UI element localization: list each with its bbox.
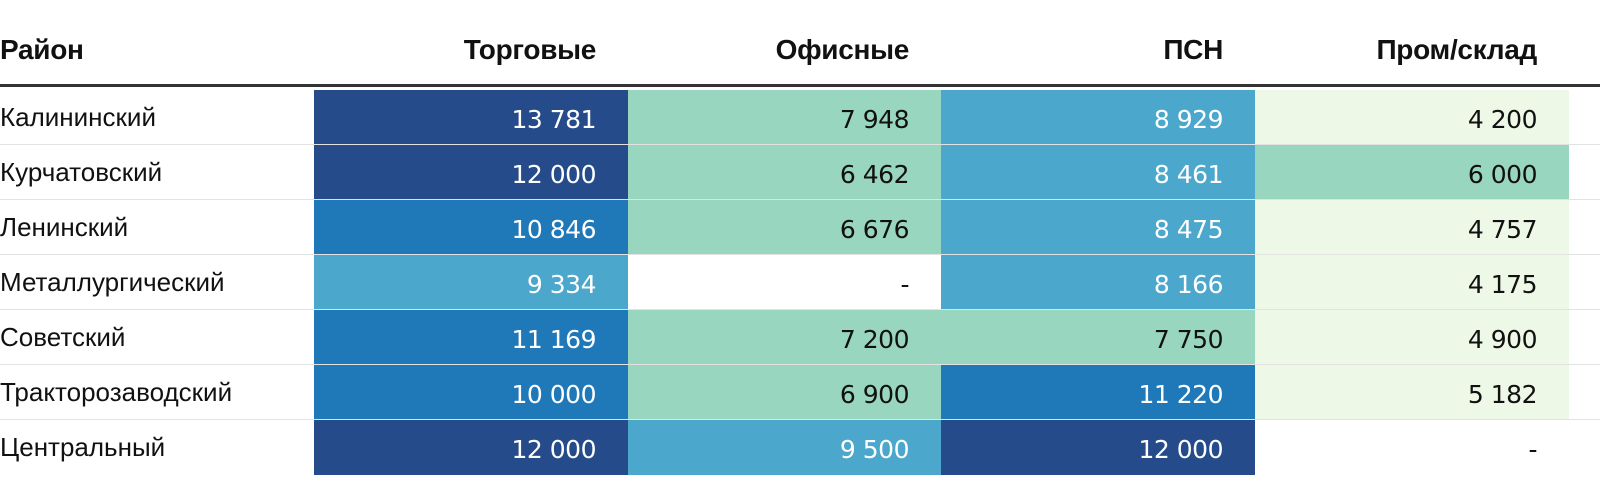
district-name: Советский xyxy=(0,322,126,352)
table-row: Ленинский 10 846 6 676 8 475 4 757 xyxy=(0,200,1600,255)
value-cell: 7 200 xyxy=(628,310,941,365)
value-cell: 12 000 xyxy=(314,145,628,200)
value-cell: 7 948 xyxy=(628,90,941,145)
district-name: Калининский xyxy=(0,102,156,132)
value-cell: 9 500 xyxy=(628,420,941,475)
table-row: Советский 11 169 7 200 7 750 4 900 xyxy=(0,310,1600,365)
row-divider xyxy=(0,364,1600,365)
value-cell: 11 220 xyxy=(941,365,1255,420)
value-cell: - xyxy=(628,255,941,310)
value-cell: 4 900 xyxy=(1255,310,1569,365)
row-divider xyxy=(0,254,1600,255)
value-cell: 6 900 xyxy=(628,365,941,420)
district-name: Тракторозаводский xyxy=(0,377,233,407)
district-name: Металлургический xyxy=(0,267,225,297)
value-cell: 9 334 xyxy=(314,255,628,310)
value-cell: 6 000 xyxy=(1255,145,1569,200)
table-row: Металлургический 9 334-8 166 4 175 xyxy=(0,255,1600,310)
value-cell: 4 175 xyxy=(1255,255,1569,310)
table-row: Курчатовский 12 000 6 462 8 461 6 000 xyxy=(0,145,1600,200)
value-cell: 12 000 xyxy=(941,420,1255,475)
table-header: Район Торговые Офисные ПСН Пром/склад xyxy=(0,0,1600,87)
value-cell: 13 781 xyxy=(314,90,628,145)
district-name: Курчатовский xyxy=(0,157,163,187)
value-cell: 4 757 xyxy=(1255,200,1569,255)
value-cell: 7 750 xyxy=(941,310,1255,365)
district-name: Ленинский xyxy=(0,212,129,242)
value-cell: 6 676 xyxy=(628,200,941,255)
value-cell: - xyxy=(1255,420,1569,475)
column-header-2: Офисные xyxy=(775,34,910,65)
row-divider xyxy=(0,199,1600,200)
district-name: Центральный xyxy=(0,432,166,462)
column-header-district: Район xyxy=(0,34,84,65)
row-divider xyxy=(0,144,1600,145)
value-cell: 8 166 xyxy=(941,255,1255,310)
value-cell: 4 200 xyxy=(1255,90,1569,145)
row-divider xyxy=(0,419,1600,420)
value-cell: 8 475 xyxy=(941,200,1255,255)
column-header-3: ПСН xyxy=(1163,34,1223,65)
value-cell: 5 182 xyxy=(1255,365,1569,420)
table-row: Калининский 13 781 7 948 8 929 4 200 xyxy=(0,90,1600,145)
value-cell: 8 929 xyxy=(941,90,1255,145)
value-cell: 10 000 xyxy=(314,365,628,420)
value-cell: 10 846 xyxy=(314,200,628,255)
row-divider xyxy=(0,309,1600,310)
table-row: Центральный 12 000 9 500 12 000- xyxy=(0,420,1600,475)
value-cell: 12 000 xyxy=(314,420,628,475)
column-header-1: Торговые xyxy=(463,34,597,65)
column-header-4: Пром/склад xyxy=(1376,34,1537,65)
value-cell: 8 461 xyxy=(941,145,1255,200)
table-row: Тракторозаводский 10 000 6 900 11 220 5 182 xyxy=(0,365,1600,420)
value-cell: 11 169 xyxy=(314,310,628,365)
value-cell: 6 462 xyxy=(628,145,941,200)
